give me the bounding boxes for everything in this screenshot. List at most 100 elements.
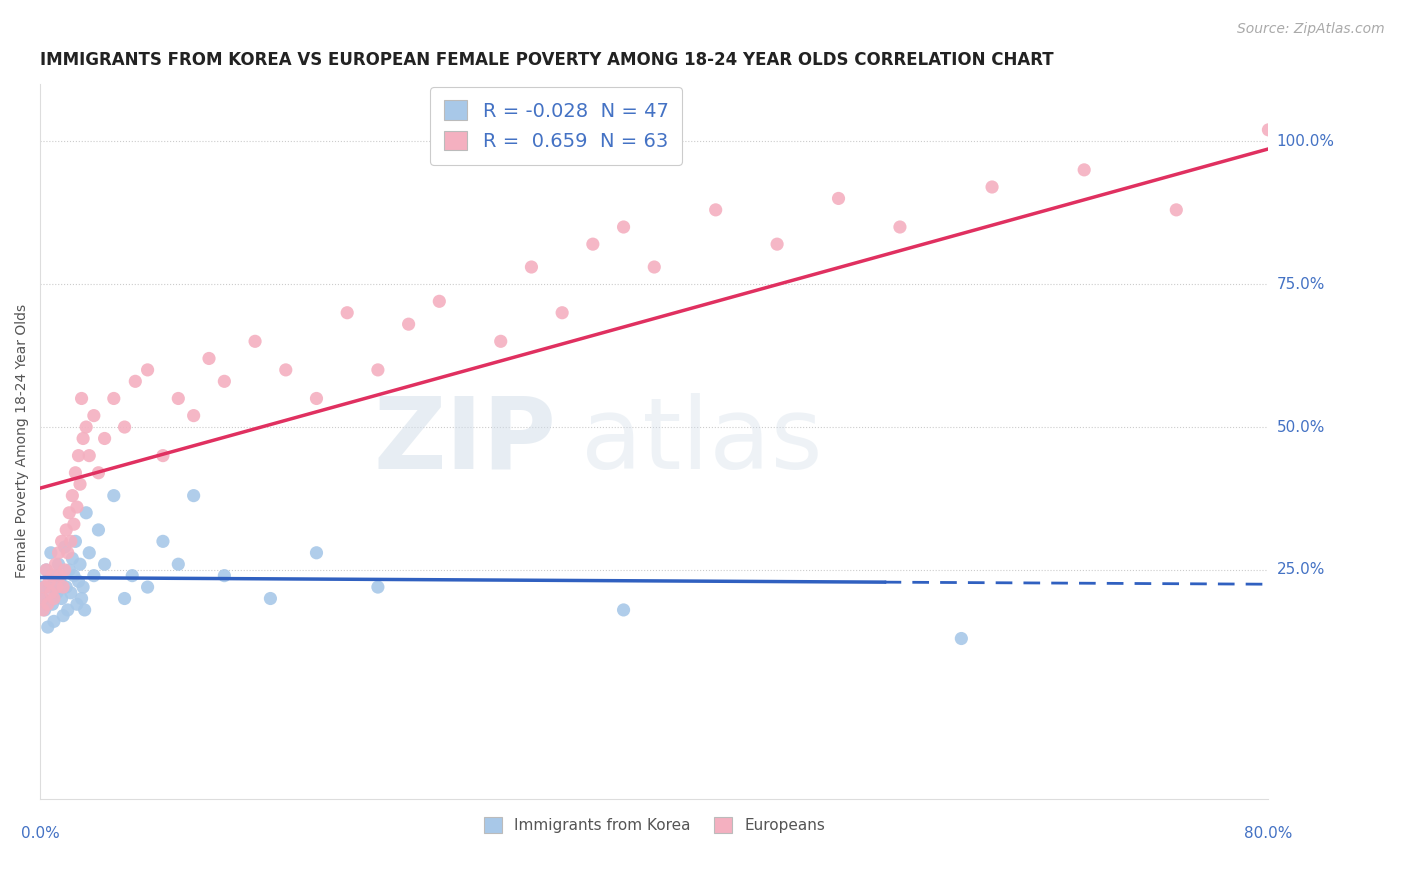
Point — [198, 351, 221, 366]
Point — [83, 568, 105, 582]
Point — [70, 591, 93, 606]
Point — [63, 517, 86, 532]
Text: 50.0%: 50.0% — [1277, 419, 1324, 434]
Point — [121, 568, 143, 582]
Point — [51, 591, 73, 606]
Point — [305, 392, 328, 406]
Point — [427, 294, 450, 309]
Point — [152, 534, 174, 549]
Point — [51, 534, 73, 549]
Point — [551, 306, 574, 320]
Point — [73, 603, 96, 617]
Point — [31, 591, 53, 606]
Point — [31, 580, 53, 594]
Point — [56, 603, 79, 617]
Point — [69, 558, 91, 572]
Point — [167, 392, 190, 406]
Point — [37, 597, 59, 611]
Point — [46, 580, 69, 594]
Point — [49, 568, 72, 582]
Point — [70, 392, 93, 406]
Point — [60, 551, 83, 566]
Point — [48, 546, 70, 560]
Point — [35, 563, 58, 577]
Point — [63, 568, 86, 582]
Point — [704, 202, 727, 217]
Point — [183, 489, 205, 503]
Point — [214, 568, 236, 582]
Point — [55, 523, 77, 537]
Point — [114, 591, 136, 606]
Point — [67, 574, 90, 589]
Point — [59, 586, 82, 600]
Point — [83, 409, 105, 423]
Point — [643, 260, 665, 274]
Point — [46, 586, 69, 600]
Point — [1166, 202, 1188, 217]
Point — [42, 615, 65, 629]
Point — [35, 563, 58, 577]
Point — [398, 317, 420, 331]
Point — [48, 558, 70, 572]
Point — [582, 237, 605, 252]
Point — [367, 580, 389, 594]
Point — [75, 420, 97, 434]
Point — [77, 449, 100, 463]
Point — [66, 500, 89, 514]
Point — [766, 237, 789, 252]
Point — [613, 603, 636, 617]
Point — [136, 363, 159, 377]
Point — [34, 580, 56, 594]
Point — [53, 540, 76, 554]
Text: 100.0%: 100.0% — [1277, 134, 1334, 149]
Point — [75, 506, 97, 520]
Point — [58, 506, 80, 520]
Point — [41, 597, 63, 611]
Point — [87, 466, 110, 480]
Point — [60, 489, 83, 503]
Point — [67, 449, 90, 463]
Point — [827, 191, 849, 205]
Point — [305, 546, 328, 560]
Point — [53, 563, 76, 577]
Point — [889, 219, 911, 234]
Point — [72, 432, 94, 446]
Point — [103, 489, 125, 503]
Point — [167, 558, 190, 572]
Point — [32, 603, 55, 617]
Point — [55, 580, 77, 594]
Point — [214, 374, 236, 388]
Point — [65, 466, 87, 480]
Point — [38, 574, 60, 589]
Text: 75.0%: 75.0% — [1277, 277, 1324, 292]
Point — [152, 449, 174, 463]
Point — [367, 363, 389, 377]
Point — [336, 306, 359, 320]
Point — [489, 334, 512, 349]
Text: atlas: atlas — [581, 392, 823, 490]
Point — [981, 180, 1004, 194]
Point — [41, 568, 63, 582]
Point — [93, 558, 115, 572]
Point — [136, 580, 159, 594]
Text: 80.0%: 80.0% — [1244, 826, 1292, 841]
Point — [56, 546, 79, 560]
Point — [72, 580, 94, 594]
Y-axis label: Female Poverty Among 18-24 Year Olds: Female Poverty Among 18-24 Year Olds — [15, 304, 30, 578]
Point — [114, 420, 136, 434]
Point — [124, 374, 146, 388]
Point — [274, 363, 297, 377]
Point — [39, 586, 62, 600]
Point — [39, 546, 62, 560]
Point — [34, 603, 56, 617]
Point — [32, 591, 55, 606]
Point — [52, 580, 75, 594]
Point — [87, 523, 110, 537]
Point — [1257, 123, 1279, 137]
Point — [1073, 162, 1095, 177]
Point — [66, 597, 89, 611]
Point — [77, 546, 100, 560]
Point — [613, 219, 636, 234]
Point — [44, 568, 66, 582]
Point — [38, 580, 60, 594]
